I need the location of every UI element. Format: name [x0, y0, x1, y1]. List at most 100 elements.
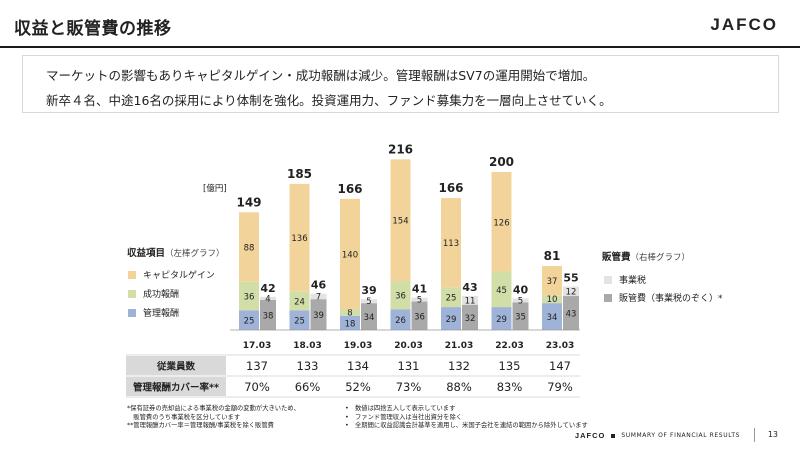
footer-square-icon: [611, 433, 616, 438]
note-right-1: • 数値は四捨五入して表示しています: [345, 405, 456, 412]
bar-capital-gain-20.03: [390, 159, 411, 282]
bar-business-tax-19.03: [361, 299, 377, 304]
note-left-1: *保有証券の売却益による事業税の金額の変動が大きいため、: [127, 405, 300, 412]
label-management-fee-21.03: 29: [446, 315, 457, 325]
legend-expense-title: 販管費（右棒グラフ）: [602, 249, 690, 263]
legend-swatch-capital-gain: [128, 270, 136, 279]
total-revenue-17.03: 149: [236, 195, 261, 209]
bar-capital-gain-21.03: [441, 198, 461, 288]
bar-sga-22.03: [512, 302, 529, 330]
legend-revenue-title: 収益項目（左棒グラフ）: [127, 245, 225, 259]
total-expense-22.03: 40: [513, 283, 529, 296]
bar-success-fee-21.03: [441, 287, 461, 308]
total-expense-23.03: 55: [563, 272, 578, 285]
legend-swatch-success-fee: [128, 289, 136, 298]
bar-business-tax-21.03: [462, 296, 478, 305]
page-number: 13: [767, 430, 778, 439]
legend-expense-subtitle: （右棒グラフ）: [630, 253, 691, 263]
label-capital-gain-22.03: 126: [493, 218, 509, 228]
label-management-fee-19.03: 18: [345, 319, 356, 329]
total-expense-17.03: 42: [260, 282, 275, 295]
page-title: 収益と販管費の推移: [14, 19, 172, 39]
label-sga-21.03: 32: [465, 314, 476, 324]
legend-item-sga: 販管費（事業税のぞく）*: [604, 291, 723, 304]
label-success-fee-22.03: 45: [496, 286, 507, 296]
bar-sga-20.03: [411, 301, 428, 330]
category-label-19.03: 19.03: [344, 341, 372, 351]
label-business-tax-22.03: 5: [518, 296, 523, 306]
legend-swatch-business-tax: [604, 275, 612, 284]
table-cell-1-4: 88%: [446, 380, 472, 394]
total-expense-19.03: 39: [361, 284, 376, 297]
label-business-tax-17.03: 4: [265, 294, 270, 304]
bar-management-fee-17.03: [239, 310, 259, 330]
category-label-20.03: 20.03: [394, 341, 422, 351]
bar-sga-17.03: [260, 299, 276, 330]
label-success-fee-17.03: 36: [244, 293, 255, 303]
label-management-fee-17.03: 25: [244, 317, 255, 327]
footer-divider: [754, 428, 755, 442]
bar-success-fee-22.03: [491, 271, 512, 308]
notes-right: • 数値は四捨五入して表示しています • ファンド管理収入は当社出資分を除く •…: [345, 405, 588, 431]
label-business-tax-20.03: 5: [417, 296, 422, 306]
label-success-fee-23.03: 10: [547, 295, 558, 305]
note-left-3: **管理報酬カバー率＝管理報酬/事業税を除く販管費: [127, 422, 274, 429]
category-label-18.03: 18.03: [293, 341, 321, 351]
legend-swatch-sga: [604, 293, 612, 302]
bar-sga-19.03: [361, 303, 377, 330]
table-cell-1-5: 83%: [497, 380, 523, 394]
total-revenue-21.03: 166: [438, 181, 463, 195]
bar-business-tax-20.03: [411, 297, 428, 302]
table-cell-0-6: 147: [549, 359, 571, 373]
bar-business-tax-23.03: [563, 286, 579, 297]
legend-revenue-subtitle: （左棒グラフ）: [165, 249, 225, 259]
label-capital-gain-17.03: 88: [244, 244, 255, 254]
legend-label-capital-gain: キャピタルゲイン: [143, 271, 215, 281]
note-left-2: 販管費のうち事業税を区分しています: [127, 413, 241, 421]
table-cell-0-1: 133: [297, 359, 319, 373]
footer-text: SUMMARY OF FINANCIAL RESULTS: [621, 432, 740, 439]
label-sga-22.03: 35: [515, 313, 526, 323]
label-sga-20.03: 36: [414, 312, 425, 322]
table-cell-0-0: 137: [246, 359, 268, 373]
summary-line-1: マーケットの影響もありキャピタルゲイン・成功報酬は減少。管理報酬はSV7の運用開…: [46, 68, 596, 83]
bar-capital-gain-23.03: [542, 266, 562, 296]
bar-management-fee-18.03: [289, 310, 310, 330]
label-sga-18.03: 39: [313, 311, 324, 321]
total-expense-18.03: 46: [311, 279, 327, 292]
table-cell-1-3: 73%: [396, 380, 422, 394]
label-business-tax-18.03: 7: [316, 292, 321, 302]
table-header-cell-1: [126, 377, 226, 396]
legend-item-success-fee: 成功報酬: [128, 287, 179, 300]
label-capital-gain-20.03: 154: [392, 217, 408, 227]
bar-business-tax-22.03: [512, 298, 529, 303]
label-sga-23.03: 43: [566, 310, 577, 320]
summary-line-2: 新卒４名、中途16名の採用により体制を強化。投資運用力、ファンド募集力を一層向上…: [46, 93, 612, 108]
legend-label-sga: 販管費（事業税のぞく）*: [619, 294, 723, 304]
label-management-fee-22.03: 29: [496, 315, 507, 325]
legend-label-business-tax: 事業税: [619, 276, 647, 286]
table-header-cell-0: [126, 356, 226, 375]
legend-item-capital-gain: キャピタルゲイン: [128, 268, 215, 281]
bar-management-fee-20.03: [390, 309, 411, 330]
bar-sga-21.03: [462, 304, 478, 330]
label-success-fee-21.03: 25: [446, 294, 457, 304]
category-label-22.03: 22.03: [495, 341, 523, 351]
label-sga-19.03: 34: [364, 313, 375, 323]
table-cell-1-6: 79%: [547, 380, 573, 394]
legend-label-success-fee: 成功報酬: [143, 290, 180, 300]
bar-business-tax-17.03: [260, 296, 276, 300]
total-expense-21.03: 43: [462, 281, 477, 294]
note-right-3: • 全期間に収益認識会計基準を適用し、米国子会社を連結の範囲から除外しています: [345, 422, 588, 429]
legend-label-management-fee: 管理報酬: [143, 309, 180, 319]
table-cell-0-5: 135: [499, 359, 521, 373]
table-cell-0-3: 131: [398, 359, 420, 373]
total-revenue-22.03: 200: [489, 155, 514, 169]
label-management-fee-18.03: 25: [294, 317, 305, 327]
note-right-2: • ファンド管理収入は当社出資分を除く: [345, 413, 463, 421]
bar-success-fee-18.03: [289, 291, 310, 311]
label-capital-gain-18.03: 136: [291, 234, 307, 244]
table-row-label-1: 管理報酬カバー率**: [133, 382, 219, 394]
total-revenue-19.03: 166: [337, 182, 362, 196]
